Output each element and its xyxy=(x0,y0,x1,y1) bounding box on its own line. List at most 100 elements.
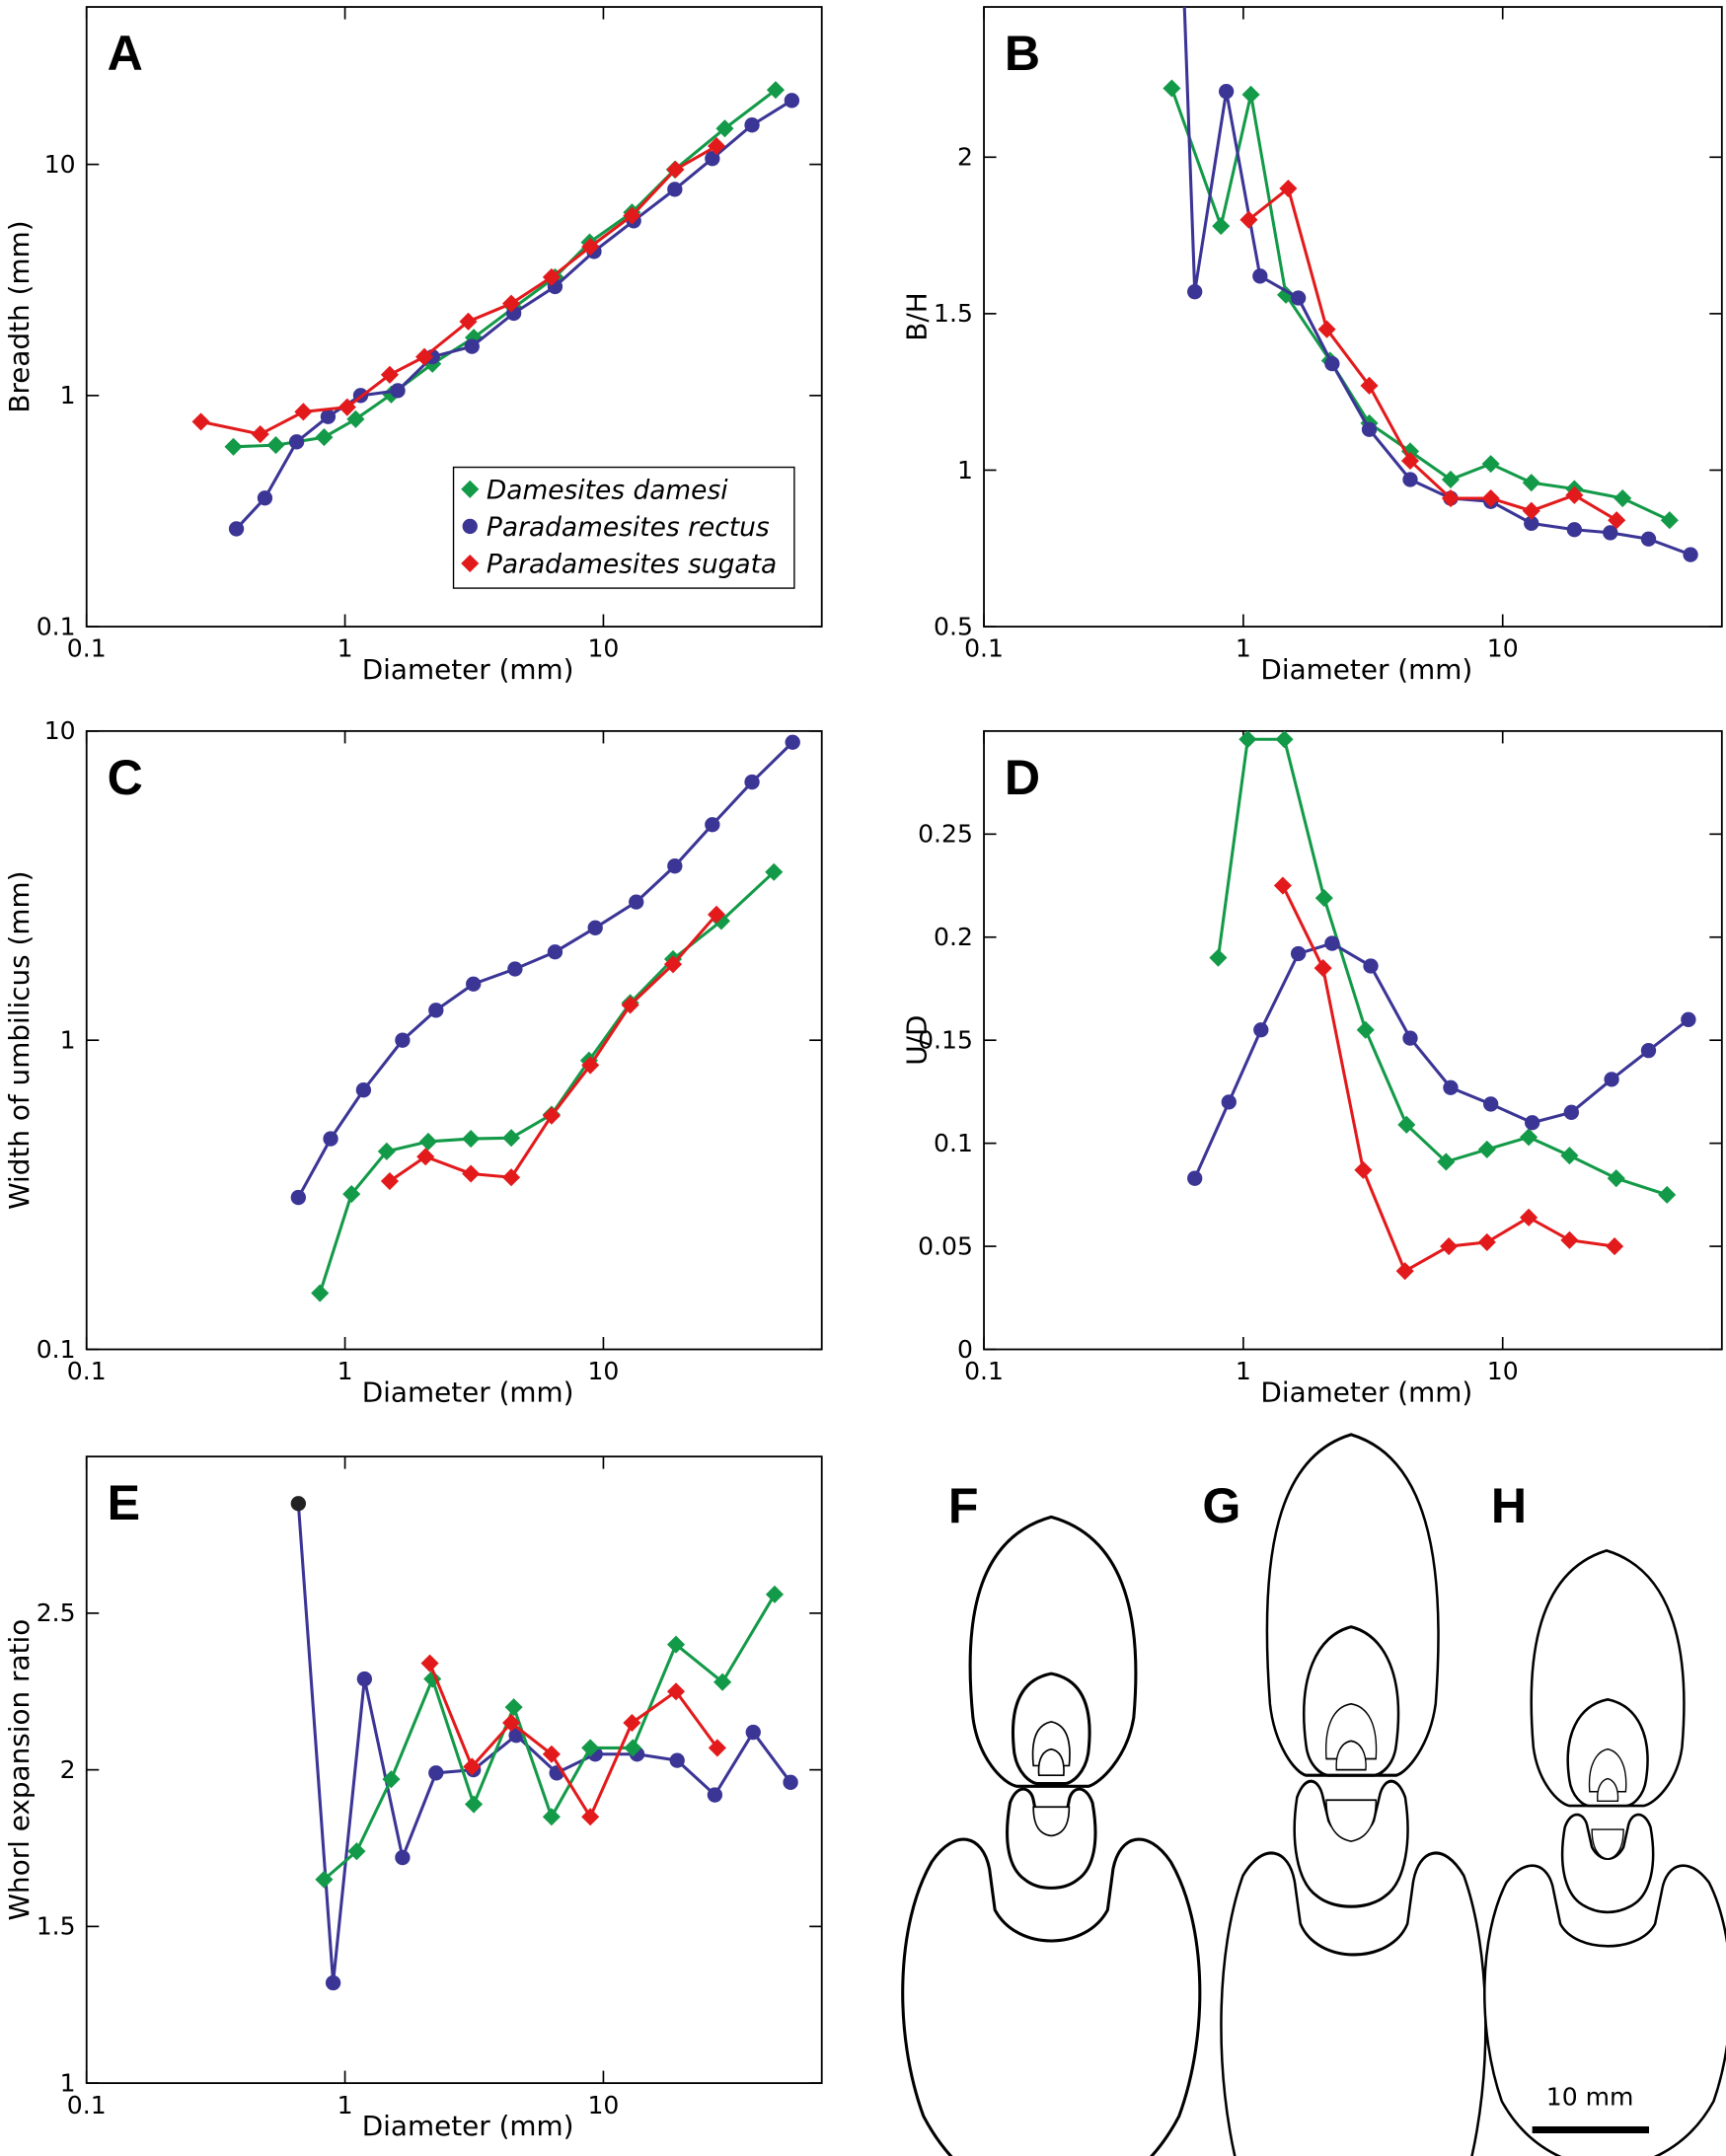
data-point xyxy=(416,1148,435,1166)
data-point xyxy=(420,1654,439,1673)
data-point xyxy=(1683,547,1698,562)
data-point xyxy=(547,944,563,960)
y-tick-label: 1 xyxy=(60,2068,76,2097)
y-tick-label: 0.25 xyxy=(918,820,973,849)
x-tick-label: 1 xyxy=(338,1357,353,1385)
data-point xyxy=(1395,1262,1414,1281)
data-point xyxy=(1563,1104,1579,1120)
series-line xyxy=(200,144,717,436)
data-point xyxy=(1275,730,1294,749)
data-point xyxy=(1607,1169,1625,1188)
data-point xyxy=(1361,421,1378,437)
panel-label: A xyxy=(108,26,143,81)
legend-label: Damesites damesi xyxy=(487,476,728,506)
data-point xyxy=(502,1713,521,1733)
data-point xyxy=(347,1842,366,1861)
data-point xyxy=(1238,730,1257,749)
data-point xyxy=(1606,1237,1624,1256)
y-tick-label: 2 xyxy=(957,143,973,172)
data-point xyxy=(708,137,726,156)
x-tick-label: 1 xyxy=(338,634,353,663)
legend-marker xyxy=(462,518,478,535)
data-area xyxy=(290,1496,798,1991)
data-point xyxy=(708,1739,726,1757)
x-tick-label: 0.1 xyxy=(67,2091,107,2119)
y-tick-label: 10 xyxy=(44,150,76,179)
data-point xyxy=(1520,1128,1538,1147)
data-point xyxy=(465,1795,484,1814)
data-point xyxy=(1324,355,1340,372)
series-line xyxy=(428,1663,719,1821)
data-point xyxy=(587,920,603,935)
data-point xyxy=(311,1284,330,1302)
scale-bar-label: 10 mm xyxy=(1546,2082,1634,2111)
y-tick-label: 1 xyxy=(60,381,76,409)
shell-h xyxy=(1483,1549,1726,2156)
y-axis-label: Width of umbilicus (mm) xyxy=(3,871,36,1210)
panel-label: E xyxy=(108,1475,140,1530)
data-point xyxy=(1279,179,1298,198)
chart-panel: 0 0.05 0.1 0.15 0.2 0.25 0.1 1 10 Diameter (mm) U/… xyxy=(901,729,1723,1408)
data-point xyxy=(542,1745,561,1763)
data-point xyxy=(502,1129,521,1148)
data-point xyxy=(1481,455,1500,474)
plot-frame xyxy=(85,1455,823,2085)
data-point xyxy=(1566,522,1583,538)
data-point xyxy=(1253,1022,1269,1038)
y-tick-label: 1.5 xyxy=(37,1912,76,1941)
series-line xyxy=(296,1503,792,1983)
y-tick-label: 0.1 xyxy=(37,1335,76,1364)
data-point xyxy=(1221,1094,1237,1110)
data-point xyxy=(315,1870,334,1889)
legend-label: Paradamesites sugata xyxy=(487,550,777,580)
plot-frame xyxy=(983,6,1723,628)
y-tick-label: 0 xyxy=(957,1335,973,1364)
data-point xyxy=(663,955,683,974)
data-point xyxy=(581,238,600,257)
data-point xyxy=(542,1808,561,1826)
series-line xyxy=(1216,737,1668,1197)
x-tick-label: 0.1 xyxy=(67,1357,107,1385)
data-point xyxy=(466,976,482,992)
data-point xyxy=(1163,79,1181,98)
y-axis-label: Whorl expansion ratio xyxy=(3,1619,36,1921)
y-tick-label: 0.05 xyxy=(918,1231,973,1260)
data-point xyxy=(325,1974,341,1991)
data-point xyxy=(705,151,720,167)
data-point xyxy=(1241,85,1260,104)
data-point xyxy=(621,996,639,1014)
data-point xyxy=(1314,889,1333,908)
data-point xyxy=(667,182,683,197)
data-point xyxy=(1212,217,1231,236)
data-point xyxy=(1187,284,1203,300)
data-point xyxy=(669,1752,685,1768)
data-point xyxy=(1290,945,1307,962)
panel-label: B xyxy=(1005,26,1040,81)
data-point xyxy=(745,1724,761,1741)
data-point xyxy=(288,434,305,450)
data-point xyxy=(257,490,273,506)
data-point xyxy=(1604,1072,1619,1087)
data-point xyxy=(1660,511,1679,530)
data-point xyxy=(705,817,720,833)
data-point xyxy=(744,774,760,790)
data-point xyxy=(502,1168,521,1187)
legend-label: Paradamesites rectus xyxy=(487,512,770,543)
panel-label: D xyxy=(1005,750,1040,805)
x-tick-label: 1 xyxy=(1236,634,1251,663)
data-point xyxy=(708,905,726,924)
x-tick-label: 10 xyxy=(1487,1357,1519,1385)
data-point xyxy=(418,1132,438,1151)
x-axis-label: Diameter (mm) xyxy=(1260,1375,1472,1408)
data-point xyxy=(1239,210,1258,229)
data-point xyxy=(1218,84,1235,100)
data-point xyxy=(1356,1020,1375,1039)
data-point xyxy=(765,1585,785,1603)
x-axis-label: Diameter (mm) xyxy=(1260,653,1472,686)
panel-label: C xyxy=(108,750,143,805)
data-point xyxy=(667,857,683,874)
data-point xyxy=(1317,320,1336,338)
data-point xyxy=(1187,1170,1203,1186)
